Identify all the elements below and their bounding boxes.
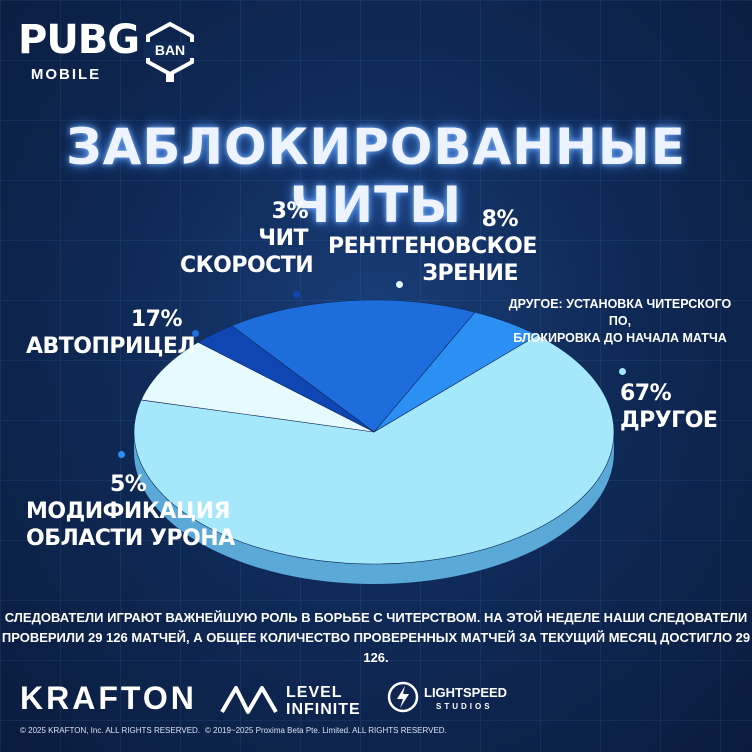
slice-pct-other: 67% xyxy=(620,381,672,406)
slice-name-speed-1: ЧИТ xyxy=(258,226,308,251)
logo-sub-text: MOBILE xyxy=(30,66,102,83)
other-note-line1: ДРУГОЕ: УСТАНОВКА ЧИТЕРСКОГО ПО, xyxy=(508,297,732,328)
slice-name-damage-1: МОДИФИКАЦИЯ xyxy=(26,499,231,524)
lightspeed-logo: LIGHTSPEED STUDIOS xyxy=(424,686,507,714)
footer-description: СЛЕДОВАТЕЛИ ИГРАЮТ ВАЖНЕЙШУЮ РОЛЬ В БОРЬ… xyxy=(0,608,752,668)
slice-label-damage: 5% МОДИФИКАЦИЯ ОБЛАСТИ УРОНА xyxy=(26,471,235,552)
slice-name-damage-2: ОБЛАСТИ УРОНА xyxy=(26,526,235,551)
slice-label-speed: 3% ЧИТ СКОРОСТИ xyxy=(180,198,314,279)
slice-name-speed-2: СКОРОСТИ xyxy=(180,253,314,278)
other-note: ДРУГОЕ: УСТАНОВКА ЧИТЕРСКОГО ПО, БЛОКИРО… xyxy=(500,296,740,347)
slice-label-aim: 17% АВТОПРИЦЕЛ xyxy=(26,306,196,360)
page-title: ЗАБЛОКИРОВАННЫЕ ЧИТЫ xyxy=(66,118,686,234)
brand-level-text: LEVEL xyxy=(286,684,343,701)
slice-name-aim: АВТОПРИЦЕЛ xyxy=(26,334,196,359)
level-infinite-logo: LEVEL INFINITE xyxy=(286,684,361,718)
brand-infinite-text: INFINITE xyxy=(286,701,361,718)
pie-slice-0 xyxy=(133,334,615,565)
slice-label-other: 67% ДРУГОЕ xyxy=(620,380,718,434)
pie-slice-2 xyxy=(231,299,476,433)
slice-dot-damage xyxy=(118,451,125,458)
slice-pct-xray: 8% xyxy=(481,207,519,232)
ban-badge-icon: BAN xyxy=(144,21,196,82)
lightspeed-icon xyxy=(387,681,419,713)
krafton-logo: KRAFTON xyxy=(20,680,197,716)
pie-slice-4 xyxy=(140,341,375,433)
footer-line1: СЛЕДОВАТЕЛИ ИГРАЮТ ВАЖНЕЙШУЮ РОЛЬ В БОРЬ… xyxy=(4,610,748,625)
pie-top xyxy=(133,299,615,565)
slice-pct-aim: 17% xyxy=(130,307,183,332)
slice-name-xray-1: РЕНТГЕНОВСКОЕ xyxy=(328,234,537,259)
badge-text: BAN xyxy=(155,42,185,58)
slice-dot-aim xyxy=(192,330,199,337)
brand-lightspeed-text: LIGHTSPEED xyxy=(424,685,508,700)
slice-dot-speed xyxy=(293,291,300,298)
slice-name-other: ДРУГОЕ xyxy=(620,408,718,433)
brand-studios-text: STUDIOS xyxy=(436,702,493,711)
copyright-proxima: © 2019~2025 Proxima Beta Pte. Limited. A… xyxy=(205,726,447,735)
slice-dot-xray xyxy=(396,281,403,288)
slice-dot-other xyxy=(619,368,626,375)
slice-pct-damage: 5% xyxy=(110,472,147,497)
slice-pct-speed: 3% xyxy=(271,199,309,224)
slice-label-xray: 8% РЕНТГЕНОВСКОЕ ЗРЕНИЕ xyxy=(328,206,537,287)
other-note-line2: БЛОКИРОВКА ДО НАЧАЛА МАТЧА xyxy=(513,331,727,345)
level-infinite-icon xyxy=(220,686,278,714)
copyright-krafton: © 2025 KRAFTON, Inc. ALL RIGHTS RESERVED… xyxy=(20,726,201,735)
slice-name-xray-2: ЗРЕНИЕ xyxy=(422,261,518,286)
footer-line2: ПРОВЕРИЛИ 29 126 МАТЧЕЙ, А ОБЩЕЕ КОЛИЧЕС… xyxy=(1,630,751,665)
